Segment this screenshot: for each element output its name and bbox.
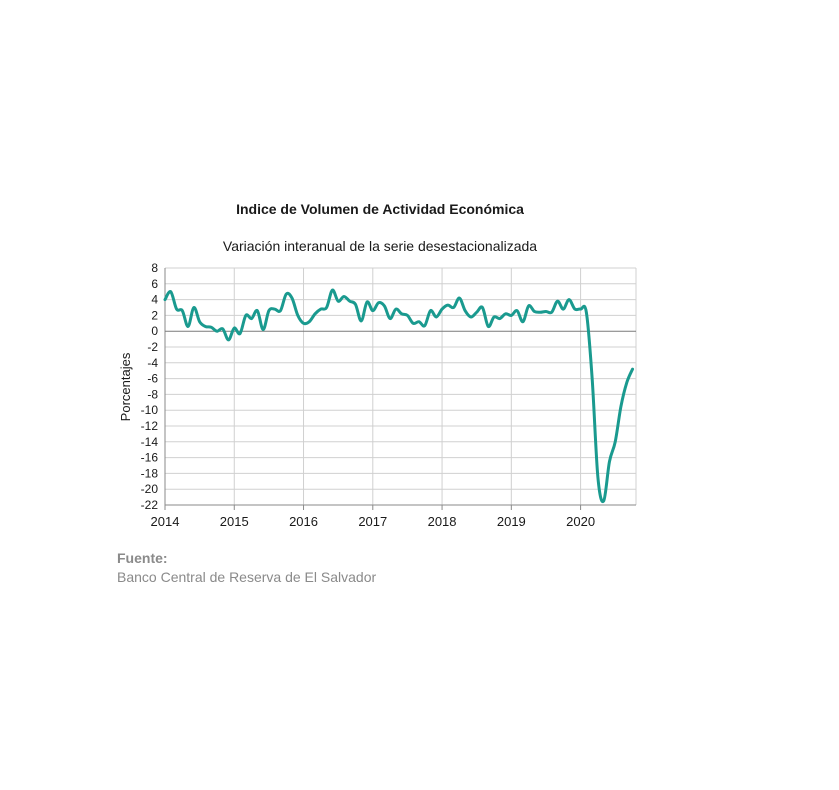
x-tick-label: 2020 xyxy=(566,514,595,529)
y-tick-label: -16 xyxy=(141,451,159,465)
source-label: Fuente: xyxy=(117,550,168,566)
x-tick-label: 2015 xyxy=(220,514,249,529)
y-tick-label: -2 xyxy=(147,340,158,354)
y-tick-label: -4 xyxy=(147,356,158,370)
x-tick-label: 2018 xyxy=(428,514,457,529)
axes xyxy=(164,268,636,510)
y-tick-label: -10 xyxy=(141,403,159,417)
y-axis-label: Porcentajes xyxy=(118,352,133,421)
y-tick-label: -18 xyxy=(141,466,159,480)
y-tick-label: 8 xyxy=(151,261,158,275)
y-tick-label: -22 xyxy=(141,498,159,512)
chart-title: Indice de Volumen de Actividad Económica xyxy=(236,201,524,217)
series-line xyxy=(163,288,635,504)
y-tick-label: -20 xyxy=(141,482,159,496)
tick-labels: 8 6 42 0 -2 -4 -6-8 -10 -12 -14 -16-18 -20 -22 2014 20… xyxy=(141,261,595,529)
y-tick-label: -6 xyxy=(147,372,158,386)
chart-subtitle: Variación interanual de la serie desesta… xyxy=(222,238,538,254)
x-tick-label: 2019 xyxy=(497,514,526,529)
x-tick-label: 2017 xyxy=(358,514,387,529)
series xyxy=(163,288,635,504)
y-tick-label: -8 xyxy=(147,387,158,401)
y-tick-label: 0 xyxy=(151,324,158,338)
y-tick-label: 2 xyxy=(151,308,158,322)
x-tick-label: 2014 xyxy=(151,514,180,529)
source-text: Banco Central de Reserva de El Salvador xyxy=(117,569,377,585)
y-tick-label: 6 xyxy=(151,277,158,291)
y-tick-label: -12 xyxy=(141,419,159,433)
y-tick-label: -14 xyxy=(141,435,159,449)
y-tick-label: 4 xyxy=(151,293,158,307)
x-tick-label: 2016 xyxy=(289,514,318,529)
